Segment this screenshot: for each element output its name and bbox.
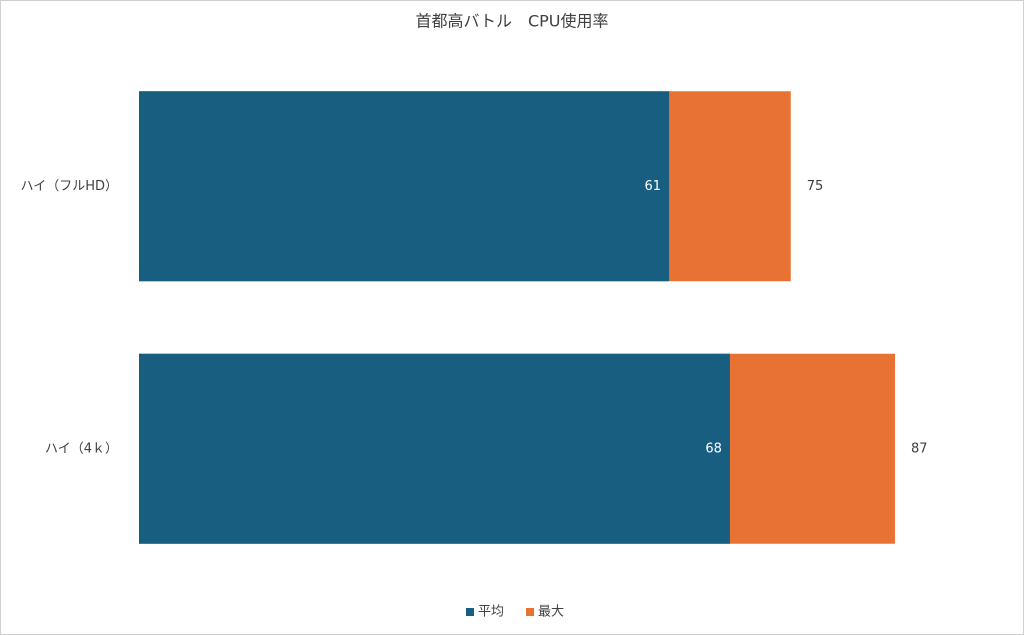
data-label: 75: [807, 179, 824, 194]
data-label: 68: [705, 441, 722, 456]
y-tick-label: ハイ（フルHD）: [20, 179, 118, 194]
legend-swatch: [466, 608, 474, 616]
legend-label: 平均: [478, 605, 504, 620]
data-label: 87: [911, 441, 928, 456]
legend-label: 最大: [538, 605, 564, 620]
bar: [139, 91, 670, 282]
bar: [139, 353, 730, 544]
legend-swatch: [526, 608, 535, 616]
chart-title: 首都高バトル CPU使用率: [415, 12, 608, 31]
data-label: 61: [645, 179, 662, 194]
y-tick-label: ハイ（4ｋ）: [45, 441, 118, 456]
